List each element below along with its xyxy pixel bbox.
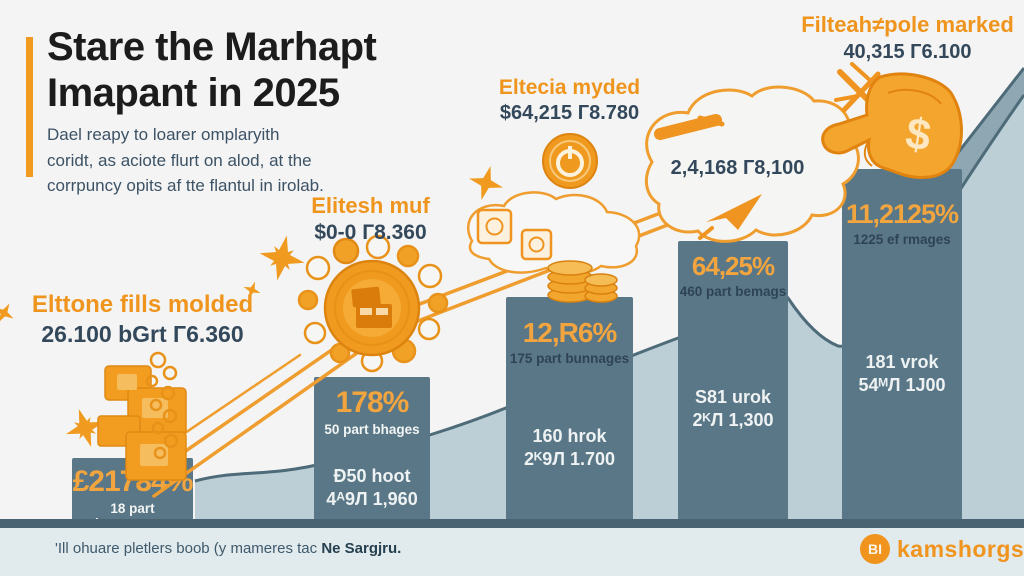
callout-top-right: Filteah≠pole marked 40,315 Г6.100	[775, 12, 1024, 64]
money-bag-icon: $	[821, 72, 963, 179]
title-accent-bar	[26, 37, 33, 177]
coin-icon	[323, 259, 421, 357]
gift-stack-beads	[145, 351, 179, 460]
coin-ring-icon	[297, 234, 449, 373]
bar-stats: 160 hrok 2ᴷ9Л 1.700	[524, 426, 615, 469]
bar-column-4: 64,25% 460 part bemags S81 urok 2ᴷЛ 1,30…	[678, 241, 788, 520]
small-cloud-shape	[466, 191, 641, 276]
footer: 'Ill ohuare pletlers boob (y mameres tac…	[0, 528, 1024, 576]
bar-percent: 178%	[335, 386, 410, 419]
callout-value: 26.100 bGrt Г6.360	[41, 321, 244, 347]
callout-center: Eltecia myded $64,215 Г8.780	[462, 76, 677, 125]
bar-stats: 181 vrok 54ᴹЛ 1J00	[858, 352, 946, 395]
bar-stats: S81 urok 2ᴷЛ 1,300	[692, 387, 774, 430]
callout-heading: Elttone fills molded	[31, 291, 254, 318]
dollar-sign-icon: $	[902, 109, 934, 161]
callout-value: $0-0 Г8.360	[314, 221, 427, 244]
callout-heading: Filteah≠pole marked	[801, 12, 1014, 37]
bar-label: 175 part bunnages	[509, 351, 630, 366]
bar-label: 50 part bhages	[324, 422, 420, 437]
callout-left: Elttone fills molded 26.100 bGrt Г6.360	[10, 291, 275, 348]
star-icon	[753, 116, 787, 150]
callout-heading: Eltecia myded	[498, 76, 641, 99]
brand-logo: BI kamshorgs	[860, 534, 1024, 564]
logo-text: kamshorgs	[897, 535, 1024, 562]
stamp-icon	[520, 228, 553, 261]
bar-label: 1225 ef rmages	[853, 232, 951, 247]
footer-note: 'Ill ohuare pletlers boob (y mameres tac…	[55, 540, 402, 557]
callout-value: $64,215 Г8.780	[499, 102, 640, 124]
callout-heading: Elitesh muf	[311, 193, 430, 218]
page-title: Stare the Marhapt Imapant in 2025	[47, 25, 377, 116]
baseline-strip	[0, 519, 1024, 528]
bar-percent: 64,25%	[691, 251, 775, 281]
bar-label: 460 part bemags	[679, 284, 787, 299]
bar-column-2: 178% 50 part bhages Đ50 hoot 4ᴬ9Л 1,960	[314, 377, 430, 520]
bar-percent: £21734%	[72, 465, 194, 498]
bar-stats: Đ50 hoot 4ᴬ9Л 1,960	[326, 466, 418, 509]
sparkle-doodle-icon	[834, 62, 887, 119]
page-subtitle: Dael reapy to loarer omplaryith coridt, …	[47, 125, 324, 195]
callout-value: 40,315 Г6.100	[843, 41, 972, 63]
coin-stack-icon	[547, 260, 618, 303]
star-icon	[60, 403, 110, 453]
power-coin-icon	[542, 133, 598, 189]
bar-column-5: 11,2125% 1225 ef rmages 181 vrok 54ᴹЛ 1J…	[842, 169, 962, 520]
bar-percent: 12,R6%	[522, 317, 618, 348]
callout-coin: Elitesh muf $0-0 Г8.360	[263, 193, 478, 245]
logo-badge-icon: BI	[860, 534, 890, 564]
bar-column-3: 12,R6% 175 part bunnages 160 hrok 2ᴷ9Л 1…	[506, 297, 633, 520]
bar-percent: 11,2125%	[845, 199, 959, 229]
stamp-icon	[476, 208, 513, 245]
cloud-value: 2,4,168 Г8,100	[670, 157, 805, 179]
bar-column-1: £21734% 18 part bamangoes	[72, 458, 194, 531]
plane-doodle-icon	[698, 194, 762, 240]
